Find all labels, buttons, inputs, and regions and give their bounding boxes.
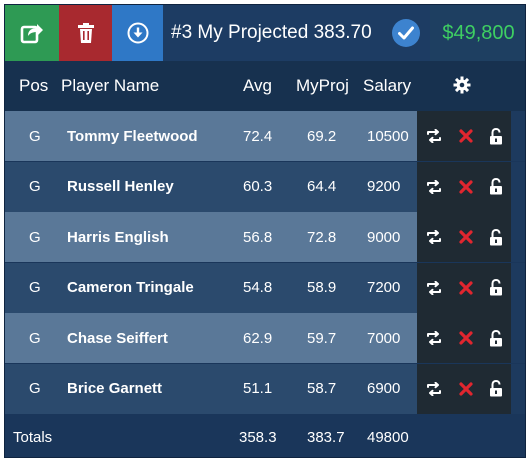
table-header: Pos Player Name Avg MyProj Salary	[5, 61, 525, 111]
player-pos: G	[29, 178, 41, 195]
player-pos: G	[29, 380, 41, 397]
player-name[interactable]: Brice Garnett	[67, 380, 163, 397]
row-spacer	[511, 212, 525, 262]
remove-x-icon[interactable]	[459, 129, 473, 143]
player-myproj: 64.4	[307, 178, 337, 195]
unlock-icon[interactable]	[489, 279, 503, 296]
player-pos: G	[29, 279, 41, 296]
salary-remaining: $49,800	[430, 5, 525, 61]
remove-x-icon[interactable]	[459, 381, 473, 396]
unlock-icon[interactable]	[489, 127, 503, 145]
player-salary: 9200	[367, 178, 401, 195]
player-name[interactable]: Harris English	[67, 228, 169, 246]
unlock-icon[interactable]	[489, 329, 503, 347]
row-actions	[417, 363, 511, 414]
unlock-icon[interactable]	[489, 178, 503, 195]
remove-x-icon[interactable]	[459, 280, 473, 295]
swap-icon[interactable]	[425, 179, 443, 194]
player-name[interactable]: Cameron Tringale	[67, 279, 194, 296]
unlock-icon[interactable]	[489, 380, 503, 397]
player-salary: 7200	[367, 279, 401, 296]
player-myproj: 72.8	[307, 228, 337, 246]
row-spacer	[511, 262, 525, 313]
swap-icon[interactable]	[425, 381, 443, 396]
player-avg: 60.3	[243, 178, 273, 195]
player-name[interactable]: Chase Seiffert	[67, 329, 168, 347]
row-actions	[417, 313, 511, 363]
col-header-myproj: MyProj	[296, 76, 349, 95]
col-header-salary: Salary	[363, 76, 412, 95]
totals-label: Totals	[13, 429, 53, 446]
lineup-title-bar: #3 My Projected 383.70	[163, 5, 430, 61]
player-name[interactable]: Russell Henley	[67, 178, 174, 195]
player-myproj: 58.9	[307, 279, 337, 296]
unlock-icon[interactable]	[489, 228, 503, 246]
swap-icon[interactable]	[425, 331, 443, 345]
player-row: G Harris English 56.8 72.8 9000	[5, 212, 525, 262]
player-row: G Chase Seiffert 62.9 59.7 7000	[5, 313, 525, 363]
player-myproj: 69.2	[307, 127, 337, 145]
player-avg: 56.8	[243, 228, 273, 246]
download-icon	[127, 22, 149, 44]
totals-salary: 49800	[367, 429, 409, 446]
player-row: G Brice Garnett 51.1 58.7 6900	[5, 363, 525, 414]
row-actions	[417, 262, 511, 313]
trash-icon	[77, 23, 95, 43]
player-myproj: 59.7	[307, 329, 337, 347]
remove-x-icon[interactable]	[459, 179, 473, 194]
col-header-pos: Pos	[19, 76, 49, 95]
remove-x-icon[interactable]	[459, 230, 473, 244]
swap-icon[interactable]	[425, 230, 443, 244]
player-pos: G	[29, 228, 41, 246]
row-spacer	[511, 111, 525, 161]
player-salary: 9000	[367, 228, 401, 246]
totals-avg: 358.3	[239, 429, 277, 446]
player-myproj: 58.7	[307, 380, 337, 397]
player-avg: 54.8	[243, 279, 273, 296]
col-header-name: Player Name	[61, 76, 160, 95]
download-button[interactable]	[112, 5, 163, 61]
swap-icon[interactable]	[425, 280, 443, 295]
lineup-title: #3 My Projected 383.70	[171, 22, 372, 43]
row-spacer	[511, 161, 525, 212]
export-button[interactable]	[5, 5, 59, 61]
row-actions	[417, 161, 511, 212]
player-salary: 10500	[367, 127, 409, 145]
col-header-avg: Avg	[243, 76, 272, 95]
player-pos: G	[29, 127, 41, 145]
lineup-panel: #3 My Projected 383.70 $49,800 Pos Playe…	[4, 4, 526, 458]
swap-icon[interactable]	[425, 129, 443, 143]
row-spacer	[511, 363, 525, 414]
totals-row: Totals 358.3 383.7 49800	[5, 414, 525, 457]
row-actions	[417, 111, 511, 161]
row-spacer	[511, 313, 525, 363]
remove-x-icon[interactable]	[459, 331, 473, 345]
player-avg: 51.1	[243, 380, 273, 397]
check-icon[interactable]	[392, 19, 420, 47]
export-icon	[20, 22, 44, 44]
player-avg: 72.4	[243, 127, 273, 145]
player-name[interactable]: Tommy Fleetwood	[67, 127, 198, 145]
player-salary: 6900	[367, 380, 401, 397]
player-row: G Russell Henley 60.3 64.4 9200	[5, 161, 525, 212]
player-avg: 62.9	[243, 329, 273, 347]
delete-button[interactable]	[59, 5, 112, 61]
player-row: G Tommy Fleetwood 72.4 69.2 10500	[5, 111, 525, 161]
player-pos: G	[29, 329, 41, 347]
row-actions	[417, 212, 511, 262]
lineup-toolbar: #3 My Projected 383.70 $49,800	[5, 5, 525, 61]
gear-icon[interactable]	[453, 76, 471, 94]
player-salary: 7000	[367, 329, 401, 347]
totals-myproj: 383.7	[307, 429, 345, 446]
player-row: G Cameron Tringale 54.8 58.9 7200	[5, 262, 525, 313]
